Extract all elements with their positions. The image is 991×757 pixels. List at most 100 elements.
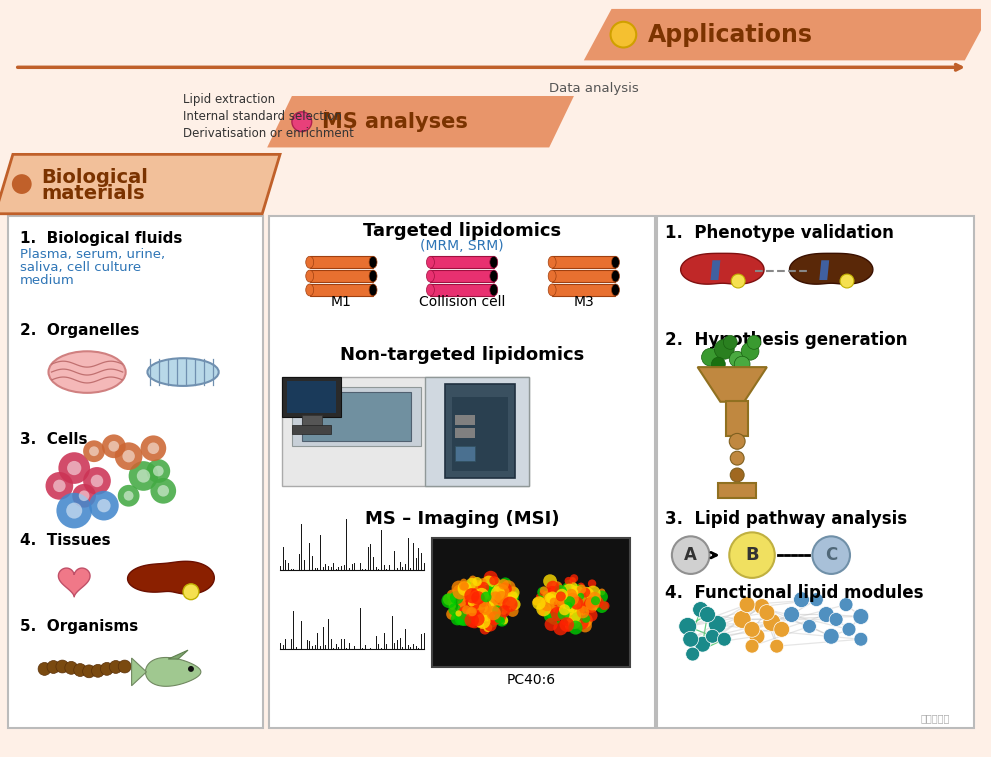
Circle shape [553, 621, 568, 635]
Circle shape [819, 606, 834, 622]
Circle shape [479, 600, 489, 610]
Circle shape [453, 584, 468, 600]
Circle shape [545, 618, 558, 631]
Circle shape [472, 615, 484, 626]
Circle shape [492, 599, 501, 609]
Circle shape [115, 442, 143, 470]
Circle shape [730, 468, 744, 482]
Circle shape [578, 615, 591, 628]
Circle shape [564, 594, 578, 609]
Circle shape [64, 662, 77, 674]
Circle shape [469, 588, 483, 602]
Circle shape [158, 485, 169, 497]
Circle shape [842, 622, 856, 637]
Circle shape [100, 662, 113, 675]
Circle shape [810, 593, 824, 606]
Polygon shape [132, 658, 147, 686]
Circle shape [546, 590, 562, 606]
Circle shape [803, 619, 817, 634]
Circle shape [458, 603, 467, 612]
Circle shape [137, 469, 151, 483]
Circle shape [554, 607, 568, 620]
Ellipse shape [369, 257, 377, 268]
Circle shape [566, 600, 576, 611]
Bar [726, 400, 748, 436]
Circle shape [66, 503, 82, 519]
Circle shape [702, 348, 719, 366]
Circle shape [576, 584, 584, 592]
Circle shape [468, 607, 477, 616]
Circle shape [550, 597, 558, 606]
Circle shape [556, 586, 562, 593]
Circle shape [464, 613, 473, 621]
Circle shape [469, 575, 477, 583]
Circle shape [566, 597, 576, 608]
Bar [552, 270, 615, 282]
Circle shape [583, 588, 595, 600]
Circle shape [579, 619, 592, 632]
Circle shape [571, 589, 579, 597]
Circle shape [770, 639, 784, 653]
Circle shape [448, 600, 454, 605]
Circle shape [561, 606, 575, 621]
Circle shape [546, 581, 559, 593]
Circle shape [461, 582, 469, 590]
Circle shape [476, 597, 485, 607]
Circle shape [565, 577, 573, 585]
Circle shape [495, 613, 504, 624]
Circle shape [586, 601, 598, 612]
Circle shape [571, 603, 582, 613]
Circle shape [565, 597, 577, 609]
Circle shape [561, 591, 574, 604]
Circle shape [458, 581, 470, 593]
Circle shape [471, 615, 478, 623]
Circle shape [475, 602, 483, 609]
Ellipse shape [426, 257, 434, 268]
Circle shape [466, 578, 478, 589]
Text: B: B [745, 546, 759, 564]
Circle shape [462, 606, 471, 615]
Text: 4.  Functional lipid modules: 4. Functional lipid modules [665, 584, 924, 602]
Circle shape [500, 580, 515, 595]
Circle shape [480, 604, 489, 612]
Circle shape [839, 598, 853, 612]
Circle shape [565, 597, 578, 609]
Circle shape [484, 603, 495, 615]
Circle shape [568, 593, 577, 603]
Circle shape [475, 606, 489, 621]
Circle shape [457, 595, 470, 607]
Circle shape [484, 594, 491, 602]
Bar [430, 284, 494, 296]
Circle shape [555, 597, 567, 608]
Ellipse shape [490, 257, 497, 268]
Circle shape [148, 443, 160, 454]
Bar [310, 270, 373, 282]
Circle shape [774, 621, 790, 637]
Circle shape [54, 480, 65, 492]
Circle shape [558, 602, 567, 609]
Circle shape [151, 478, 176, 503]
Circle shape [579, 616, 586, 624]
Circle shape [292, 112, 312, 132]
Circle shape [574, 604, 582, 612]
Circle shape [475, 598, 484, 607]
Circle shape [456, 610, 462, 616]
Circle shape [473, 598, 488, 613]
Circle shape [578, 593, 584, 600]
Circle shape [499, 616, 508, 625]
Circle shape [491, 597, 497, 603]
Circle shape [565, 589, 576, 600]
Circle shape [596, 600, 607, 613]
Circle shape [715, 339, 734, 360]
Circle shape [550, 593, 564, 607]
Circle shape [537, 587, 548, 598]
Bar [455, 447, 475, 461]
Circle shape [483, 575, 496, 588]
Circle shape [572, 598, 579, 605]
Circle shape [491, 608, 502, 619]
Bar [430, 257, 494, 268]
Circle shape [854, 632, 868, 646]
Circle shape [494, 607, 499, 614]
Circle shape [584, 597, 595, 609]
Circle shape [566, 595, 578, 607]
